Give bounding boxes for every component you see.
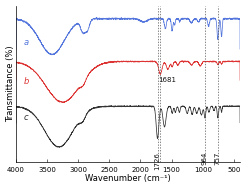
Text: 757: 757	[215, 152, 221, 165]
Text: 1726: 1726	[155, 152, 161, 170]
Text: c: c	[24, 113, 29, 122]
Y-axis label: Transmittance (%): Transmittance (%)	[5, 46, 15, 122]
Text: b: b	[24, 77, 29, 86]
X-axis label: Wavenumber (cm⁻¹): Wavenumber (cm⁻¹)	[85, 174, 171, 184]
Text: 1681: 1681	[159, 77, 176, 83]
Text: a: a	[24, 38, 29, 47]
Text: 964: 964	[202, 152, 208, 165]
